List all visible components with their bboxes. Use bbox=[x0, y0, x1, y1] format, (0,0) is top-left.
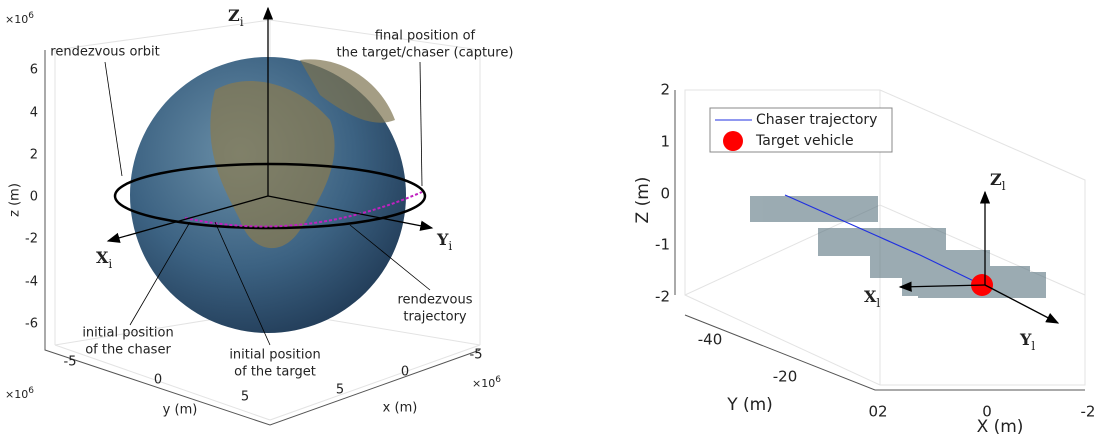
axis-name: Yi bbox=[436, 230, 452, 253]
frame-axes bbox=[106, 6, 434, 243]
annotation: the target/chaser (capture) bbox=[337, 46, 514, 61]
z-tick-label: 4 bbox=[30, 106, 38, 121]
axis-main: Z bbox=[990, 170, 1002, 189]
y-tick-label: 0 bbox=[154, 373, 162, 388]
legend-marker bbox=[723, 131, 743, 151]
exponent-base: ×10 bbox=[472, 377, 495, 390]
left-box bbox=[44, 19, 481, 426]
leaders bbox=[104, 61, 431, 346]
axis-sub: l bbox=[876, 296, 880, 310]
chaser-boxes bbox=[750, 196, 1046, 298]
x-tick-label: 0 bbox=[401, 365, 409, 380]
trajectory bbox=[184, 191, 423, 228]
annotation: initial position bbox=[82, 326, 173, 341]
z-tick-label: 0 bbox=[660, 185, 670, 203]
annotation: initial position bbox=[229, 348, 320, 363]
z-tick-label: -4 bbox=[25, 275, 38, 290]
exponent-label: ×106 bbox=[5, 386, 34, 402]
annotation: rendezvous orbit bbox=[50, 45, 159, 60]
axis-sub: l bbox=[1002, 179, 1006, 193]
z-tick-label: -1 bbox=[655, 236, 670, 254]
axis-name: Xi bbox=[96, 248, 112, 271]
axis-label: Z (m) bbox=[633, 177, 653, 224]
axis-sub: l bbox=[1031, 339, 1035, 353]
axis-main: X bbox=[864, 287, 877, 306]
z-tick-label: 1 bbox=[660, 133, 670, 151]
exponent-power: 6 bbox=[495, 375, 501, 385]
x-tick-label: 5 bbox=[336, 383, 344, 398]
axis-sub: i bbox=[240, 15, 244, 29]
annotation: of the chaser bbox=[85, 343, 171, 358]
axis-label: y (m) bbox=[163, 403, 198, 418]
legend-label: Target vehicle bbox=[755, 133, 854, 149]
axis-sub: i bbox=[108, 257, 112, 271]
exponent-base: ×10 bbox=[5, 388, 28, 401]
annotation: trajectory bbox=[403, 310, 467, 325]
axis-sub: i bbox=[448, 239, 452, 253]
x-tick-label: 0 bbox=[982, 403, 992, 421]
axis-label: z (m) bbox=[8, 183, 23, 217]
exponent-power: 6 bbox=[28, 11, 34, 21]
y-tick-label: 02 bbox=[868, 403, 887, 421]
x-tick-label: -2 bbox=[1081, 403, 1096, 421]
z-tick-label: -2 bbox=[25, 232, 38, 247]
continent bbox=[300, 59, 395, 123]
exponent-power: 6 bbox=[28, 386, 34, 396]
annotation: rendezvous bbox=[397, 293, 472, 308]
legend-label: Chaser trajectory bbox=[756, 112, 877, 128]
y-tick-label: -40 bbox=[698, 331, 723, 349]
z-tick-label: 2 bbox=[660, 81, 670, 99]
axis-name: Zl bbox=[990, 170, 1006, 193]
axis-main: Z bbox=[228, 6, 240, 25]
axis-name: Xl bbox=[864, 287, 880, 310]
axis-label: X (m) bbox=[977, 417, 1024, 434]
y-tick-label: -5 bbox=[64, 355, 77, 370]
exponent-label: ×106 bbox=[5, 11, 34, 27]
chaser-path bbox=[784, 194, 983, 286]
axis-main: X bbox=[96, 248, 109, 267]
annotation: of the target bbox=[234, 365, 316, 380]
z-tick-label: -2 bbox=[655, 288, 670, 306]
orbit bbox=[113, 162, 427, 230]
axis-name: Zi bbox=[228, 6, 244, 29]
exponent-label: ×106 bbox=[472, 375, 501, 391]
y-tick-label: -20 bbox=[773, 368, 798, 386]
exponent-base: ×10 bbox=[5, 13, 28, 26]
x-tick-label: -5 bbox=[470, 348, 483, 363]
z-tick-label: 2 bbox=[30, 148, 38, 163]
axis-name: Yl bbox=[1019, 330, 1035, 353]
y-tick-label: 5 bbox=[241, 390, 249, 405]
axis-main: Y bbox=[1019, 330, 1032, 349]
frame-axes bbox=[898, 190, 1060, 324]
z-tick-label: 6 bbox=[30, 63, 38, 78]
z-tick-label: 0 bbox=[30, 190, 38, 205]
annotation: final position of bbox=[375, 29, 476, 44]
axis-main: Y bbox=[436, 230, 449, 249]
axis-label: Y (m) bbox=[726, 395, 773, 415]
axis-label: x (m) bbox=[383, 401, 418, 416]
z-tick-label: -6 bbox=[25, 317, 38, 332]
